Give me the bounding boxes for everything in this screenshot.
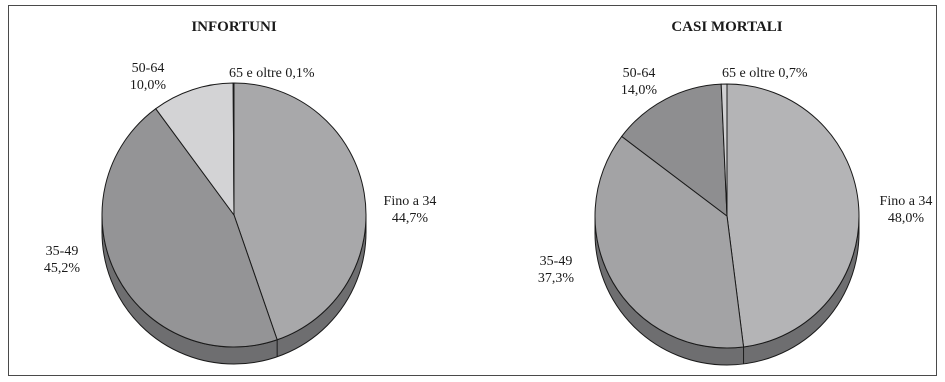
slice-value-35-49: 37,3% <box>538 271 575 286</box>
pie-slice-50-64 <box>620 83 728 218</box>
slice-value-50-64: 14,0% <box>621 83 658 98</box>
pie-slice-fino-a-34 <box>233 82 367 341</box>
chart-title: CASI MORTALI <box>671 19 782 35</box>
slice-label-fino-a-34: Fino a 34 <box>384 194 437 209</box>
pie-body <box>594 83 860 366</box>
slice-value-50-64: 10,0% <box>130 78 167 93</box>
slice-value-65-oltre: 0,7% <box>778 66 808 81</box>
slice-value-65-oltre: 0,1% <box>285 66 315 81</box>
slice-label-65-oltre: 65 e oltre 0,1% <box>229 66 315 81</box>
pie-body <box>101 82 367 365</box>
pie-chart-casi-mortali: CASI MORTALI 50-64 14,0% 65 e oltre 0,7%… <box>538 19 933 366</box>
slice-label-65-oltre-name: 65 e oltre <box>229 66 282 81</box>
slice-label-50-64: 50-64 <box>132 61 165 76</box>
slice-value-35-49: 45,2% <box>44 261 81 276</box>
chart-title: INFORTUNI <box>191 19 276 35</box>
slice-value-fino-a-34: 48,0% <box>888 211 925 226</box>
pie-slice-65-e-oltre <box>720 83 728 217</box>
slice-label-65-oltre-name: 65 e oltre <box>722 66 775 81</box>
slice-value-fino-a-34: 44,7% <box>392 211 429 226</box>
slice-label-50-64: 50-64 <box>623 66 656 81</box>
pie-chart-infortuni: INFORTUNI 50-64 10,0% 65 e oltre 0,1% Fi… <box>44 19 437 365</box>
slice-label-35-49: 35-49 <box>540 254 573 269</box>
pie-slice-50-64 <box>155 82 235 217</box>
slice-label-fino-a-34: Fino a 34 <box>880 194 933 209</box>
pie-slice-65-e-oltre <box>232 82 235 216</box>
pie-slice-35-49 <box>101 107 278 348</box>
slice-label-65-oltre: 65 e oltre 0,7% <box>722 66 808 81</box>
pie-slice-fino-a-34 <box>726 83 860 348</box>
pie-slice-35-49 <box>594 135 745 349</box>
slice-label-35-49: 35-49 <box>46 244 79 259</box>
